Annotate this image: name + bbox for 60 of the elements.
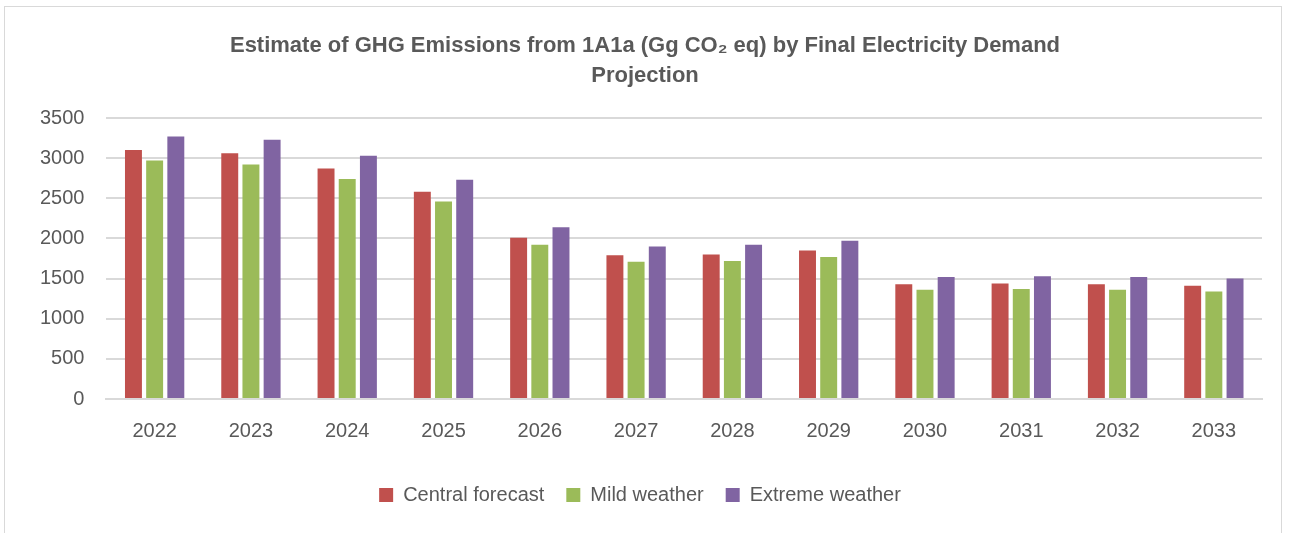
bar (991, 283, 1009, 398)
bar (242, 164, 260, 398)
bar (263, 139, 281, 398)
bar (723, 260, 741, 398)
x-tick-label: 2033 (1191, 418, 1237, 441)
x-tick-label: 2026 (517, 418, 563, 441)
y-tick-label: 2000 (39, 225, 85, 248)
bar (1012, 289, 1030, 398)
bar (937, 276, 955, 398)
bar (167, 136, 185, 398)
bar (1205, 291, 1223, 398)
bar (799, 250, 816, 398)
x-tick-label: 2022 (132, 418, 177, 441)
bar (627, 261, 645, 398)
x-tick-label: 2031 (999, 418, 1044, 441)
legend-label: Extreme weather (749, 482, 902, 505)
bar (1109, 289, 1127, 398)
y-tick-label: 3500 (39, 105, 85, 128)
x-tick-label: 2025 (421, 418, 466, 441)
bar (317, 168, 335, 398)
x-tick-label: 2032 (1095, 418, 1140, 441)
bar (338, 179, 356, 398)
y-tick-label: 1500 (39, 266, 85, 289)
chart-title: Estimate of GHG Emissions from 1A1a (Gg CO₂ eq) by Final Electricity Demand Projection (228, 31, 1062, 89)
x-tick-label: 2028 (710, 418, 755, 441)
bar (1184, 285, 1202, 398)
x-tick-label: 2024 (324, 418, 370, 441)
bar (359, 155, 377, 398)
bar (510, 237, 528, 398)
bar (1226, 278, 1244, 398)
bar (648, 246, 666, 398)
bar (916, 289, 934, 398)
x-tick-label: 2027 (613, 418, 659, 441)
y-tick-label: 3000 (39, 145, 85, 168)
bar (1130, 276, 1148, 398)
bar (435, 201, 452, 398)
y-tick-label: 0 (73, 386, 85, 409)
bar (702, 254, 720, 398)
bar (606, 255, 624, 398)
legend-label: Mild weather (590, 482, 705, 505)
x-tick-label: 2029 (806, 418, 851, 441)
bar (1087, 284, 1105, 398)
bar (413, 191, 431, 398)
bar (124, 150, 142, 398)
bar (221, 153, 239, 398)
bar (841, 240, 859, 398)
bar (531, 244, 549, 398)
bar (745, 244, 763, 398)
y-tick-label: 500 (51, 346, 85, 369)
bar (1033, 276, 1051, 398)
x-tick-label: 2030 (902, 418, 948, 441)
x-tick-label: 2023 (228, 418, 274, 441)
y-tick-label: 1000 (39, 306, 85, 329)
y-tick-label: 2500 (39, 185, 85, 208)
bar (895, 284, 913, 398)
bar (820, 256, 838, 398)
bar (552, 227, 570, 398)
bar (146, 160, 164, 398)
legend-label: Central forecast (403, 482, 545, 505)
bar (456, 179, 474, 398)
